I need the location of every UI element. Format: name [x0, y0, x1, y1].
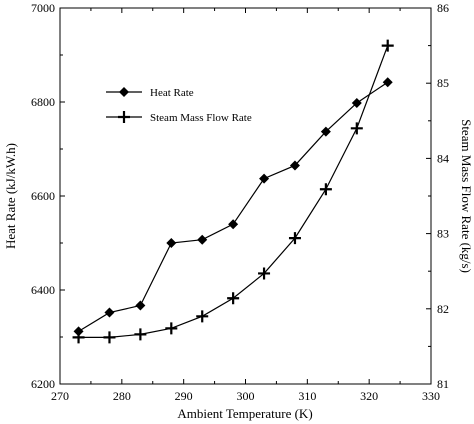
data-point [73, 326, 84, 337]
right-y-axis-title: Steam Mass Flow Rate (kg/s) [459, 119, 474, 273]
data-point [381, 39, 394, 52]
x-tick-label: 290 [175, 389, 193, 403]
series-layer [72, 39, 394, 344]
x-tick-label: 310 [298, 389, 316, 403]
left-y-tick-label: 6800 [31, 95, 55, 109]
legend: Heat Rate Steam Mass Flow Rate [106, 87, 252, 124]
legend-marker [118, 111, 130, 123]
legend-label: Steam Mass Flow Rate [150, 112, 252, 124]
left-y-axis-title: Heat Rate (kJ/kW.h) [3, 143, 18, 249]
data-point [320, 126, 331, 137]
left-y-tick-label: 6400 [31, 283, 55, 297]
data-point [165, 322, 178, 335]
data-point [351, 97, 362, 108]
plot-frame [59, 7, 432, 385]
data-point [227, 292, 240, 305]
right-y-tick-label: 82 [437, 302, 449, 316]
legend-label: Heat Rate [150, 87, 194, 99]
data-point [135, 300, 146, 311]
data-point [103, 331, 116, 344]
legend-item: Heat Rate [106, 87, 194, 99]
x-tick-labels: 270 280 290 300 310 320 330 [51, 389, 440, 403]
right-y-tick-labels: 81 82 83 84 85 86 [437, 1, 449, 391]
x-tick-label: 270 [51, 389, 69, 403]
x-tick-label: 280 [113, 389, 131, 403]
data-point [134, 328, 147, 341]
right-y-tick-label: 83 [437, 227, 449, 241]
right-y-tick-label: 85 [437, 76, 449, 90]
left-y-tick-label: 6200 [31, 377, 55, 391]
series-steam-mass-flow-rate [72, 39, 394, 344]
right-y-tick-label: 86 [437, 1, 449, 15]
data-point [104, 307, 115, 318]
x-axis-title: Ambient Temperature (K) [177, 406, 312, 421]
data-point [319, 183, 332, 196]
x-tick-label: 320 [360, 389, 378, 403]
data-point [350, 122, 363, 135]
right-y-tick-label: 84 [437, 151, 449, 165]
x-tick-label: 300 [237, 389, 255, 403]
right-y-tick-label: 81 [437, 377, 449, 391]
data-point [72, 331, 85, 344]
data-point [228, 219, 239, 230]
data-point [196, 310, 209, 323]
x-tick-label: 330 [422, 389, 440, 403]
left-y-tick-labels: 6200 6400 6600 6800 7000 [31, 1, 55, 391]
data-point [166, 238, 177, 248]
data-point [289, 160, 300, 171]
axis-ticks [59, 7, 432, 385]
series-heat-rate [73, 77, 393, 337]
legend-item: Steam Mass Flow Rate [106, 111, 252, 124]
data-point [258, 267, 271, 280]
left-y-tick-label: 6600 [31, 189, 55, 203]
legend-marker [119, 87, 129, 97]
data-point [197, 234, 208, 245]
left-y-tick-label: 7000 [31, 1, 55, 15]
data-point [259, 173, 270, 184]
data-point [288, 232, 301, 245]
data-point [382, 77, 393, 88]
